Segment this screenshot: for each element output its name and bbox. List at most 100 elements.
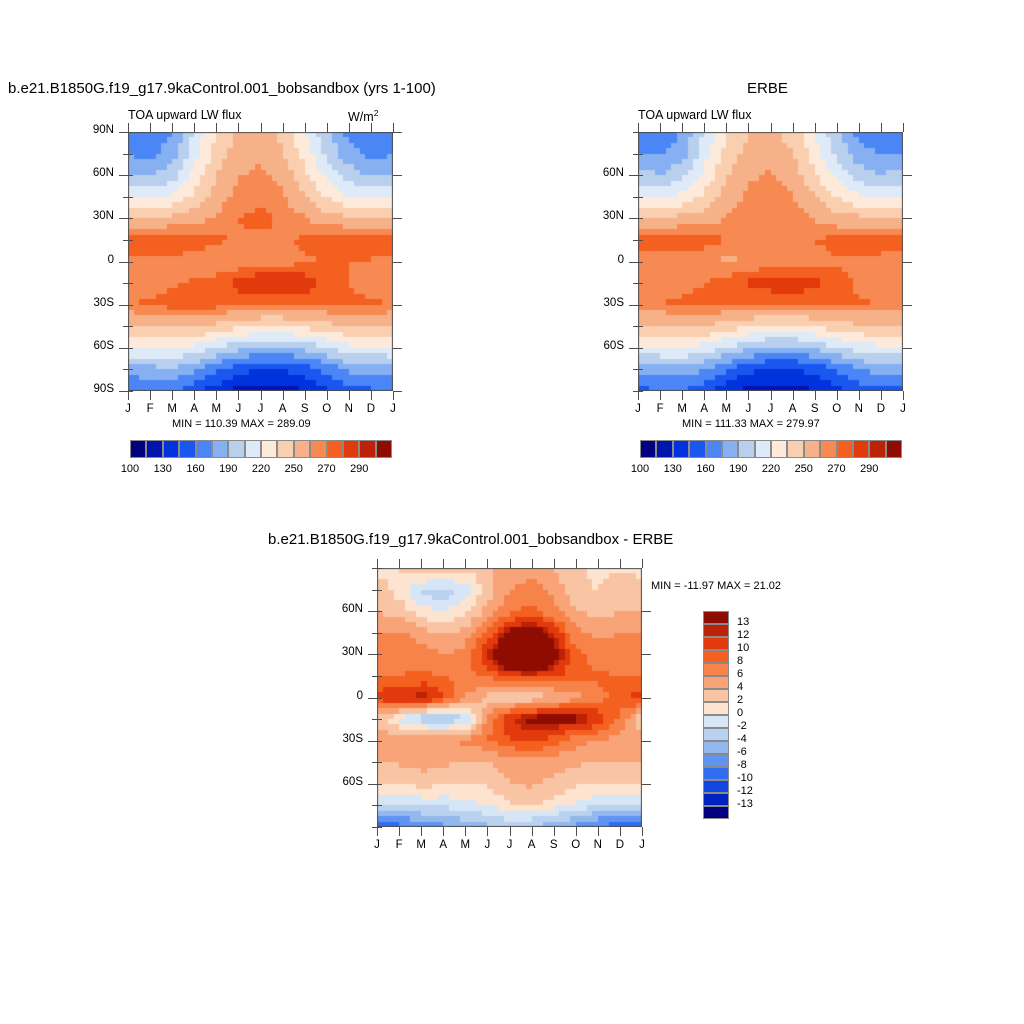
diff-y-major-tick — [642, 611, 651, 613]
colorbar-swatch[interactable] — [703, 793, 729, 806]
colorbar-swatch[interactable] — [885, 440, 902, 458]
obs-x-tick-label: O — [832, 403, 842, 415]
colorbar-swatch[interactable] — [293, 440, 311, 458]
diff-x-major-tick — [642, 559, 643, 568]
colorbar-swatch[interactable] — [195, 440, 212, 458]
colorbar-swatch[interactable] — [771, 440, 788, 458]
colorbar-swatch[interactable] — [375, 440, 392, 458]
colorbar-tick-label: -4 — [737, 733, 747, 745]
diff-x-tick-label: M — [460, 839, 471, 851]
colorbar-swatch[interactable] — [703, 728, 729, 741]
colorbar-tick-label: 250 — [794, 463, 813, 475]
obs-x-major-tick — [660, 391, 662, 400]
colorbar-swatch[interactable] — [228, 440, 245, 458]
diff-x-major-tick — [553, 827, 555, 836]
diff-y-tick-label: 60S — [342, 775, 363, 788]
colorbar-swatch[interactable] — [146, 440, 163, 458]
obs-x-tick-label: N — [854, 403, 863, 415]
colorbar-swatch[interactable] — [689, 440, 706, 458]
colorbar-diff[interactable] — [703, 611, 729, 819]
colorbar-swatch[interactable] — [703, 663, 729, 676]
colorbar-tick-label: 10 — [737, 642, 750, 654]
panel-obs-minmax: MIN = 111.33 MAX = 279.97 — [682, 418, 820, 430]
colorbar-swatch[interactable] — [703, 715, 729, 728]
colorbar-tick-label: 220 — [251, 463, 271, 475]
model-y-minor-tick — [128, 132, 133, 133]
colorbar-swatch[interactable] — [326, 440, 343, 458]
colorbar-swatch[interactable] — [803, 440, 821, 458]
obs-x-tick-label: A — [700, 403, 709, 415]
diff-y-major-tick — [368, 783, 377, 785]
colorbar-swatch[interactable] — [703, 754, 729, 767]
colorbar-swatch[interactable] — [869, 440, 886, 458]
obs-y-minor-tick — [633, 239, 638, 241]
colorbar-model[interactable] — [130, 440, 392, 458]
colorbar-swatch[interactable] — [277, 440, 294, 458]
model-x-major-tick — [260, 391, 262, 400]
colorbar-swatch[interactable] — [705, 440, 722, 458]
model-y-minor-tick — [128, 196, 133, 198]
colorbar-swatch[interactable] — [754, 440, 771, 458]
model-y-major-tick — [393, 304, 402, 306]
colorbar-swatch[interactable] — [179, 440, 196, 458]
colorbar-swatch[interactable] — [640, 440, 657, 458]
colorbar-swatch[interactable] — [359, 440, 376, 458]
colorbar-swatch[interactable] — [162, 440, 180, 458]
diff-x-major-tick — [421, 827, 423, 836]
colorbar-swatch[interactable] — [261, 440, 278, 458]
colorbar-swatch[interactable] — [852, 440, 870, 458]
diff-y-major-tick — [642, 783, 651, 785]
colorbar-swatch[interactable] — [703, 741, 729, 754]
colorbar-swatch[interactable] — [244, 440, 261, 458]
model-y-minor-tick — [128, 283, 133, 285]
colorbar-tick-label: 270 — [317, 463, 336, 475]
colorbar-swatch[interactable] — [672, 440, 690, 458]
obs-y-tick-label: 60S — [603, 339, 624, 352]
colorbar-swatch[interactable] — [703, 702, 729, 715]
colorbar-swatch[interactable] — [703, 767, 729, 780]
diff-y-tick-label: 0 — [356, 689, 363, 702]
model-y-minor-tick — [128, 239, 133, 241]
obs-y-minor-tick — [638, 283, 643, 285]
model-x-major-tick — [172, 123, 174, 132]
model-y-major-tick — [119, 304, 128, 306]
colorbar-swatch[interactable] — [703, 624, 729, 637]
colorbar-swatch[interactable] — [656, 440, 673, 458]
colorbar-swatch[interactable] — [703, 637, 729, 650]
colorbar-tick-label: -8 — [737, 759, 747, 771]
colorbar-swatch[interactable] — [703, 611, 729, 624]
colorbar-swatch[interactable] — [721, 440, 739, 458]
model-x-major-tick — [370, 123, 372, 132]
diff-x-major-tick — [443, 559, 445, 568]
colorbar-swatch[interactable] — [703, 676, 729, 689]
colorbar-swatch[interactable] — [836, 440, 853, 458]
colorbar-swatch[interactable] — [703, 780, 729, 793]
colorbar-tick-label: 100 — [120, 463, 140, 475]
model-x-major-tick — [393, 123, 394, 132]
model-x-major-tick — [326, 391, 328, 400]
colorbar-swatch[interactable] — [820, 440, 837, 458]
diff-y-tick-label: 60N — [341, 603, 363, 616]
diff-x-major-tick — [597, 559, 599, 568]
model-y-major-tick — [393, 132, 402, 133]
colorbar-swatch[interactable] — [703, 806, 729, 819]
colorbar-swatch[interactable] — [130, 440, 147, 458]
colorbar-swatch[interactable] — [310, 440, 327, 458]
model-y-tick-label: 60N — [92, 167, 114, 180]
model-y-tick-label: 30S — [93, 296, 114, 309]
colorbar-obs[interactable] — [640, 440, 902, 458]
model-y-major-tick — [119, 261, 128, 263]
colorbar-swatch[interactable] — [787, 440, 804, 458]
model-x-major-tick — [194, 123, 196, 132]
colorbar-swatch[interactable] — [738, 440, 755, 458]
colorbar-swatch[interactable] — [342, 440, 360, 458]
model-y-minor-tick — [128, 218, 133, 220]
colorbar-swatch[interactable] — [211, 440, 229, 458]
diff-x-major-tick — [399, 827, 401, 836]
model-x-major-tick — [260, 123, 262, 132]
model-x-tick-label: M — [211, 403, 222, 415]
obs-x-major-tick — [748, 391, 750, 400]
colorbar-swatch[interactable] — [703, 689, 729, 702]
colorbar-swatch[interactable] — [703, 650, 729, 663]
obs-x-major-tick — [638, 391, 639, 400]
